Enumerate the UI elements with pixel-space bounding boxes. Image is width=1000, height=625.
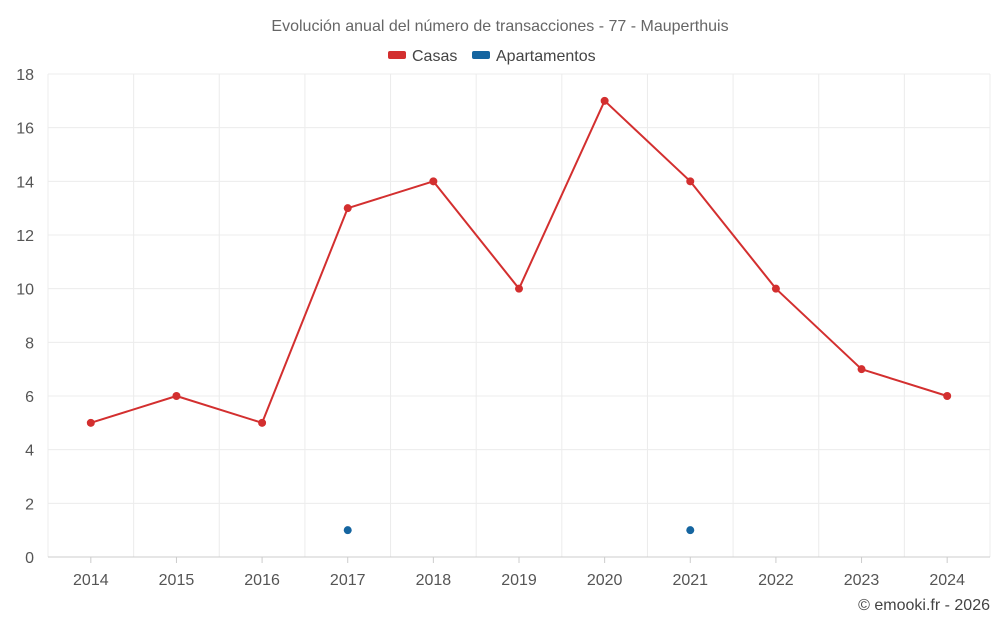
series-apartamentos [343, 526, 695, 535]
x-tick-label: 2016 [244, 572, 280, 589]
legend-item-apartamentos[interactable]: Apartamentos [472, 48, 596, 65]
y-tick-label: 8 [25, 335, 34, 352]
y-tick-label: 12 [16, 228, 34, 245]
data-point-apartamentos[interactable] [343, 526, 352, 535]
y-tick-label: 2 [25, 496, 34, 513]
y-tick-label: 0 [25, 550, 34, 567]
data-point-casas[interactable] [172, 392, 181, 400]
x-tick-label: 2024 [929, 572, 965, 589]
x-tick-label: 2022 [758, 572, 794, 589]
x-tick-label: 2018 [416, 572, 452, 589]
legend-swatch-casas [388, 51, 406, 59]
y-tick-label: 4 [25, 443, 34, 460]
x-tick-label: 2019 [501, 572, 537, 589]
x-tick-label: 2017 [330, 572, 366, 589]
data-point-casas[interactable] [771, 284, 780, 293]
legend-label-apartamentos: Apartamentos [496, 48, 596, 65]
data-point-casas[interactable] [86, 418, 95, 427]
credit-text: © emooki.fr - 2026 [858, 597, 990, 614]
y-tick-label: 6 [25, 389, 34, 406]
legend: Casas Apartamentos [388, 48, 596, 65]
series-layer [86, 96, 952, 535]
data-point-casas[interactable] [686, 177, 695, 186]
y-axis-ticks: 0 2 4 6 8 10 12 14 16 18 [16, 67, 34, 567]
chart-title: Evolución anual del número de transaccio… [271, 18, 728, 35]
x-tick-label: 2020 [587, 572, 623, 589]
y-tick-label: 10 [16, 282, 34, 299]
data-point-apartamentos[interactable] [686, 526, 695, 535]
x-axis-ticks: 2014 2015 2016 2017 2018 2019 2020 2021 2022 2023… [73, 557, 965, 589]
data-point-casas[interactable] [857, 365, 866, 374]
series-casas [86, 96, 952, 427]
x-tick-label: 2023 [844, 572, 880, 589]
x-tick-label: 2014 [73, 572, 109, 589]
legend-item-casas[interactable]: Casas [388, 48, 457, 65]
data-point-casas[interactable] [343, 204, 352, 213]
x-tick-label: 2015 [159, 572, 195, 589]
data-point-casas[interactable] [258, 418, 267, 427]
y-tick-label: 16 [16, 121, 34, 138]
y-tick-label: 14 [16, 174, 34, 191]
data-point-casas[interactable] [600, 96, 609, 105]
data-point-casas[interactable] [429, 177, 438, 186]
y-tick-label: 18 [16, 67, 34, 84]
data-point-casas[interactable] [943, 392, 952, 400]
x-tick-label: 2021 [672, 572, 708, 589]
legend-swatch-apartamentos [472, 51, 490, 59]
data-point-casas[interactable] [515, 284, 523, 293]
grid [47, 73, 991, 558]
legend-label-casas: Casas [412, 48, 457, 65]
